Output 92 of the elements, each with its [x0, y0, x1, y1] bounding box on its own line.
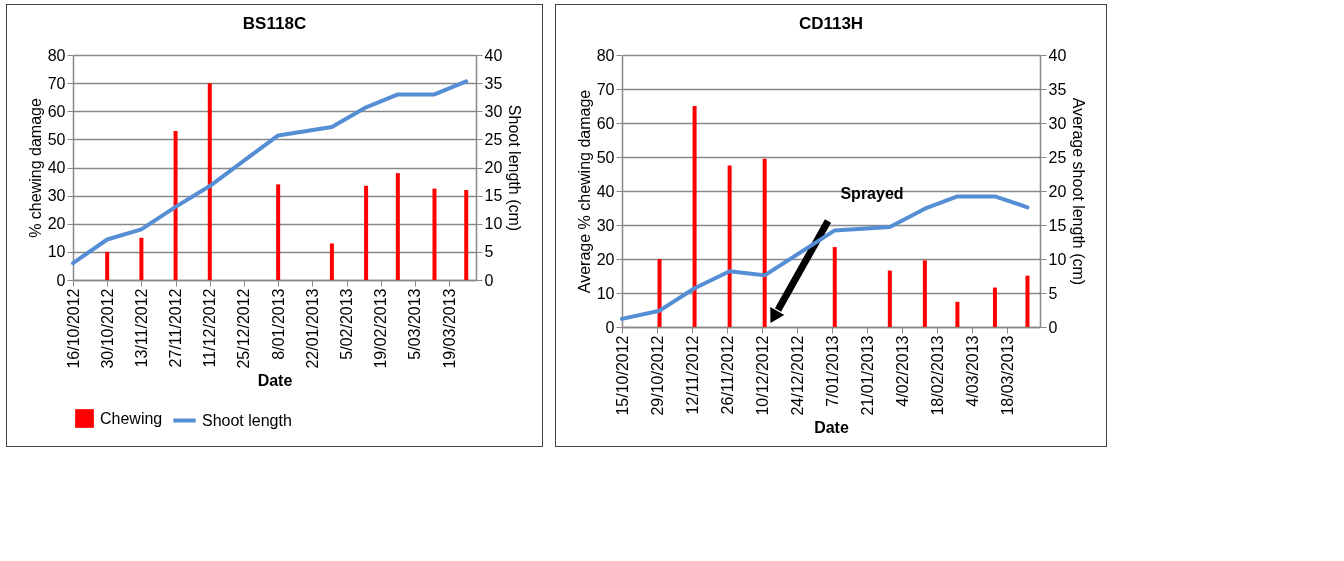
y2-tick-label: 15 — [1048, 216, 1067, 234]
y2-tick-label: 5 — [1048, 284, 1058, 302]
line-series — [71, 79, 469, 266]
bar — [207, 83, 212, 280]
x-tick-label: 5/02/2013 — [338, 288, 356, 360]
y2-axis-title: Shoot length (cm) — [506, 104, 524, 232]
y-tick-label: 0 — [605, 318, 615, 336]
y-tick-label: 10 — [596, 284, 615, 302]
x-tick-label: 7/01/2013 — [823, 335, 841, 407]
y-tick-label: 20 — [47, 215, 66, 233]
x-tick-label: 19/02/2013 — [372, 288, 390, 369]
y2-axis-title: Average shoot length (cm) — [1070, 97, 1088, 286]
x-tick-label: 27/11/2012 — [167, 288, 185, 368]
chart-title: CD113H — [798, 14, 864, 33]
bar — [464, 190, 469, 280]
y-tick-label: 80 — [47, 46, 66, 64]
y-tick-label: 60 — [47, 102, 66, 120]
x-tick-label: 26/11/2012 — [718, 335, 736, 415]
y-tick-label: 60 — [596, 114, 615, 132]
y2-tick-label: 30 — [1048, 114, 1067, 132]
y-tick-label: 40 — [47, 159, 66, 176]
x-tick-label: 12/11/2012 — [683, 335, 701, 415]
y2-tick-label: 25 — [484, 130, 503, 148]
x-tick-label: 22/01/2013 — [303, 288, 321, 369]
annotation: Sprayed — [840, 185, 904, 202]
legend-label: Chewing — [100, 409, 163, 427]
x-tick-label: 25/12/2012 — [235, 288, 253, 369]
bar — [173, 130, 178, 280]
bar — [727, 165, 732, 327]
bar — [139, 237, 144, 280]
x-tick-label: 29/10/2012 — [648, 335, 666, 416]
legend-label: Shoot length — [202, 411, 292, 429]
bar — [762, 158, 767, 327]
x-tick-label: 5/03/2013 — [406, 288, 424, 360]
y2-tick-label: 20 — [1048, 182, 1067, 200]
bar — [432, 188, 437, 280]
y-tick-label: 0 — [56, 271, 66, 289]
bar — [922, 260, 927, 327]
x-tick-label: 4/03/2013 — [963, 335, 981, 407]
y2-tick-label: 35 — [484, 74, 503, 92]
x-axis-title: Date — [257, 371, 293, 389]
x-tick-label: 21/01/2013 — [858, 335, 876, 416]
bar — [692, 106, 697, 327]
y-tick-label: 30 — [47, 187, 66, 205]
x-tick-label: 13/11/2012 — [132, 288, 150, 368]
y2-tick-label: 15 — [484, 187, 503, 205]
x-tick-label: 19/03/2013 — [440, 288, 458, 369]
x-tick-label: 8/01/2013 — [269, 288, 287, 360]
x-tick-label: 18/03/2013 — [998, 335, 1016, 416]
y2-tick-label: 10 — [484, 215, 503, 233]
y-tick-label: 40 — [596, 182, 615, 200]
chart-title: BS118C — [242, 14, 307, 33]
y-tick-label: 30 — [596, 216, 615, 234]
bar — [832, 247, 837, 327]
x-tick-label: 10/12/2012 — [753, 335, 771, 416]
y2-tick-label: 40 — [484, 46, 503, 64]
bar — [1025, 275, 1030, 327]
y-axis-title: % chewing damage — [26, 98, 44, 238]
x-tick-label: 18/02/2013 — [928, 335, 946, 416]
y2-tick-label: 30 — [484, 102, 503, 120]
y-tick-label: 80 — [596, 46, 615, 64]
y2-tick-label: 40 — [1048, 46, 1067, 64]
y-tick-label: 50 — [596, 148, 615, 166]
y2-tick-label: 35 — [1048, 80, 1067, 98]
x-tick-label: 11/12/2012 — [201, 288, 219, 368]
x-tick-label: 24/12/2012 — [788, 335, 806, 416]
bar — [105, 251, 110, 280]
y-tick-label: 20 — [596, 250, 615, 268]
y2-tick-label: 5 — [484, 243, 494, 261]
y-tick-label: 10 — [47, 243, 66, 261]
bar — [657, 259, 662, 327]
y-axis-title: Average % chewing damage — [575, 89, 593, 294]
y2-tick-label: 25 — [1048, 148, 1067, 166]
y-tick-label: 50 — [47, 130, 66, 148]
bar — [887, 270, 892, 327]
bar — [364, 185, 369, 280]
x-tick-label: 16/10/2012 — [64, 288, 82, 369]
bar — [329, 243, 334, 280]
y-tick-label: 70 — [47, 74, 66, 92]
y-tick-label: 70 — [596, 80, 615, 98]
bar — [276, 184, 281, 280]
bar — [955, 301, 960, 327]
y2-tick-label: 10 — [1048, 250, 1067, 268]
y2-tick-label: 0 — [1048, 318, 1058, 336]
bar — [395, 173, 400, 280]
x-tick-label: 4/02/2013 — [893, 335, 911, 407]
x-tick-label: 30/10/2012 — [98, 288, 116, 369]
x-tick-label: 15/10/2012 — [613, 335, 631, 416]
x-axis-title: Date — [814, 418, 849, 436]
y2-tick-label: 20 — [484, 159, 503, 176]
bar — [992, 287, 997, 327]
y2-tick-label: 0 — [484, 271, 494, 289]
